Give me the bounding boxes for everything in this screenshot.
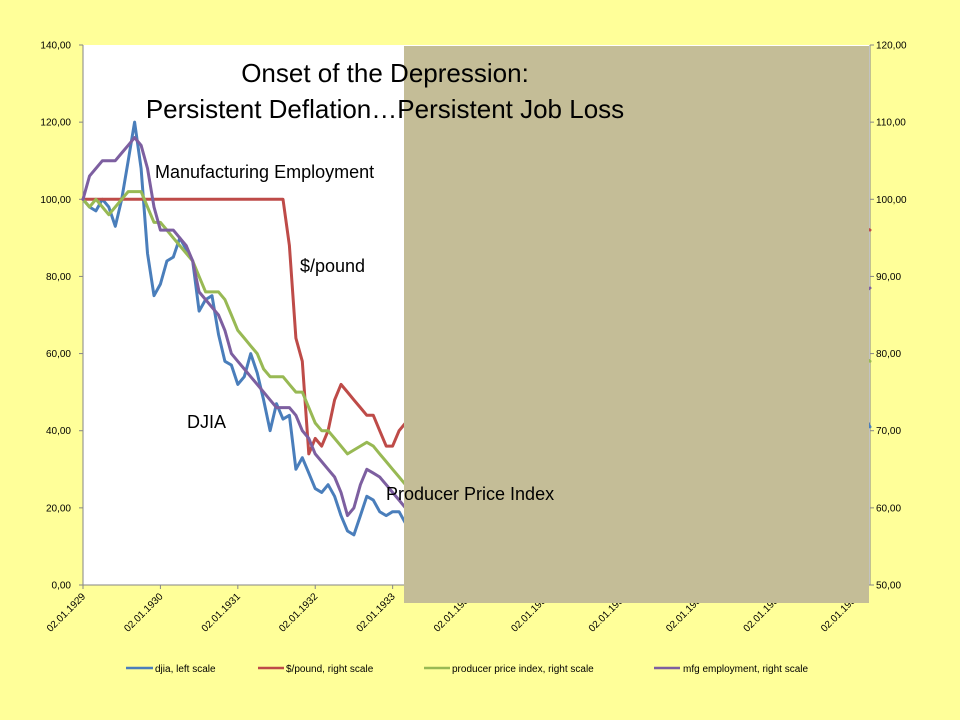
left-tick-label: 120,00: [40, 118, 71, 129]
legend-item-pound: $/pound, right scale: [258, 664, 374, 675]
series-line-mfg: [81, 136, 872, 518]
x-tick-label: 02.01.1929: [45, 591, 88, 634]
x-tick-label: 02.01.1932: [277, 591, 320, 634]
right-tick-label: 120,00: [876, 41, 907, 52]
annotation-pound: $/pound: [300, 256, 365, 276]
right-tick-label: 90,00: [876, 272, 901, 283]
legend-label-djia: djia, left scale: [155, 664, 216, 675]
annotation-djia: DJIA: [187, 412, 226, 432]
x-tick-label: 02.01.1933: [355, 591, 398, 634]
annotation-ppi: Producer Price Index: [386, 484, 554, 504]
chart-title-line-2: Persistent Deflation…Persistent Job Loss: [146, 94, 624, 124]
legend-label-mfg: mfg employment, right scale: [683, 664, 808, 675]
left-tick-label: 100,00: [40, 195, 71, 206]
right-tick-label: 70,00: [876, 426, 901, 437]
legend-label-pound: $/pound, right scale: [286, 664, 374, 675]
annotation-mfg-employment: Manufacturing Employment: [155, 162, 374, 182]
legend-item-ppi: producer price index, right scale: [424, 664, 594, 675]
right-tick-label: 110,00: [876, 118, 906, 129]
left-tick-label: 80,00: [46, 272, 71, 283]
series-line-ppi: [81, 190, 872, 487]
overlay-box: [404, 46, 869, 603]
left-tick-label: 0,00: [52, 581, 72, 592]
x-tick-label: 02.01.1931: [200, 591, 243, 634]
legend-item-mfg: mfg employment, right scale: [654, 664, 808, 675]
left-tick-label: 20,00: [46, 503, 71, 514]
legend-item-djia: djia, left scale: [126, 664, 216, 675]
right-tick-label: 60,00: [876, 503, 901, 514]
right-tick-label: 100,00: [876, 195, 907, 206]
legend: djia, left scale $/pound, right scale pr…: [126, 664, 808, 675]
left-tick-label: 60,00: [46, 349, 71, 360]
left-tick-label: 40,00: [46, 426, 71, 437]
x-tick-label: 02.01.1930: [122, 591, 165, 634]
right-tick-label: 80,00: [876, 349, 901, 360]
legend-label-ppi: producer price index, right scale: [452, 664, 594, 675]
chart-title-line-1: Onset of the Depression:: [241, 58, 529, 88]
left-tick-label: 140,00: [40, 41, 71, 52]
right-tick-label: 50,00: [876, 581, 901, 592]
